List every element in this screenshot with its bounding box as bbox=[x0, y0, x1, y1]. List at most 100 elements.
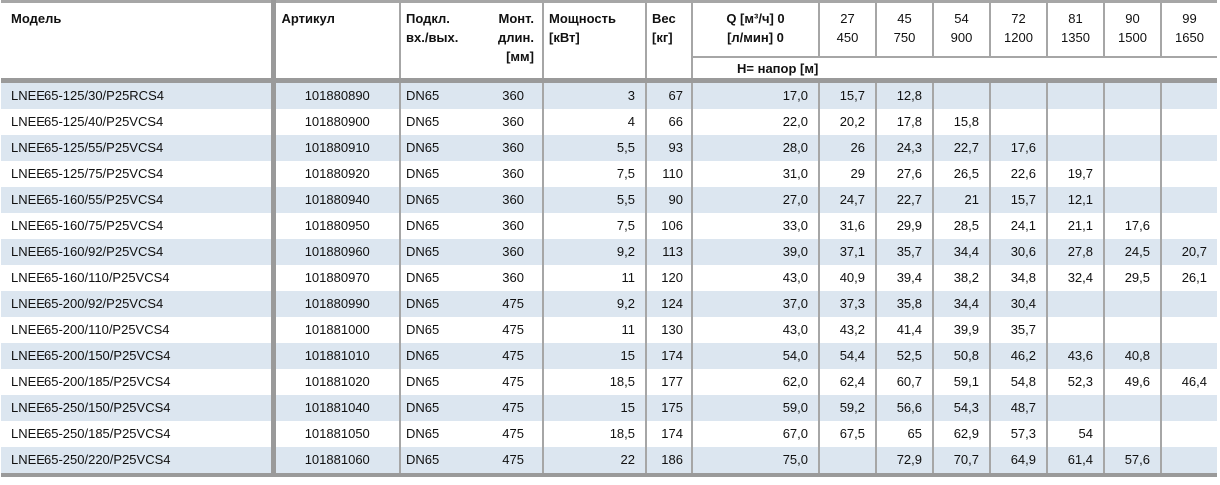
head-cell-45: 52,5 bbox=[876, 342, 934, 369]
model-cell: LNEE65-160/92/P25VCS4 bbox=[1, 238, 276, 265]
head-cell-90 bbox=[1104, 108, 1162, 135]
head-cell-72: 30,4 bbox=[990, 290, 1048, 317]
head-row-label: Н= напор [м] bbox=[692, 56, 1217, 83]
head-cell-81: 43,6 bbox=[1047, 342, 1105, 369]
model-series: LNEE bbox=[11, 218, 45, 233]
head-cell-27: 37,1 bbox=[819, 238, 877, 265]
col-header-weight-line1: Вес bbox=[652, 11, 676, 26]
head-cell-q0: 17,0 bbox=[692, 80, 820, 109]
head-cell-90 bbox=[1104, 420, 1162, 447]
head-cell-27: 40,9 bbox=[819, 264, 877, 291]
head-cell-81: 54 bbox=[1047, 420, 1105, 447]
head-cell-45: 22,7 bbox=[876, 186, 934, 213]
model-series: LNEE bbox=[11, 426, 45, 441]
model-series: LNEE bbox=[11, 244, 45, 259]
flow-m3h: 99 bbox=[1182, 11, 1197, 26]
model-series: LNEE bbox=[11, 296, 45, 311]
head-cell-99 bbox=[1161, 134, 1217, 161]
col-header-article: Артикул bbox=[273, 1, 401, 83]
table-row: LNEE65-200/150/P25VCS4 101881010 DN65 47… bbox=[1, 342, 1217, 369]
head-cell-45: 65 bbox=[876, 420, 934, 447]
head-cell-81: 21,1 bbox=[1047, 212, 1105, 239]
head-cell-27: 31,6 bbox=[819, 212, 877, 239]
article-cell: 101880940 bbox=[273, 186, 401, 213]
power-cell: 9,2 bbox=[543, 238, 647, 265]
article-cell: 101881040 bbox=[273, 394, 401, 421]
header-row-head: Н= напор [м] bbox=[1, 56, 1217, 83]
table-row: LNEE65-160/92/P25VCS4 101880960 DN65 360… bbox=[1, 238, 1217, 265]
head-cell-81 bbox=[1047, 134, 1105, 161]
mount-length-cell: 475 bbox=[491, 446, 544, 477]
head-cell-q0: 28,0 bbox=[692, 134, 820, 161]
head-cell-81 bbox=[1047, 80, 1105, 109]
connection-cell: DN65 bbox=[400, 186, 491, 213]
mount-length-cell: 475 bbox=[491, 316, 544, 343]
connection-cell: DN65 bbox=[400, 368, 491, 395]
col-header-connection: Подкл. вх./вых. bbox=[400, 1, 491, 83]
col-header-connection-line1: Подкл. bbox=[406, 11, 450, 26]
weight-cell: 177 bbox=[646, 368, 693, 395]
connection-cell: DN65 bbox=[400, 316, 491, 343]
col-header-flow-90: 90 1500 bbox=[1104, 1, 1162, 58]
head-cell-81 bbox=[1047, 316, 1105, 343]
col-header-flow-q0: Q [м³/ч] 0 [л/мин] 0 bbox=[692, 1, 820, 58]
head-cell-90: 49,6 bbox=[1104, 368, 1162, 395]
head-cell-45: 27,6 bbox=[876, 160, 934, 187]
article-cell: 101881000 bbox=[273, 316, 401, 343]
mount-length-cell: 475 bbox=[491, 420, 544, 447]
weight-cell: 90 bbox=[646, 186, 693, 213]
model-series: LNEE bbox=[11, 166, 45, 181]
table-row: LNEE65-160/110/P25VCS4 101880970 DN65 36… bbox=[1, 264, 1217, 291]
head-cell-q0: 59,0 bbox=[692, 394, 820, 421]
weight-cell: 93 bbox=[646, 134, 693, 161]
col-header-weight-line2: [кг] bbox=[652, 30, 673, 45]
head-cell-54: 59,1 bbox=[933, 368, 991, 395]
table-row: LNEE65-125/30/P25RCS4 101880890 DN65 360… bbox=[1, 80, 1217, 109]
connection-cell: DN65 bbox=[400, 342, 491, 369]
model-cell: LNEE65-200/185/P25VCS4 bbox=[1, 368, 276, 395]
head-cell-45: 12,8 bbox=[876, 80, 934, 109]
model-spec: 65-160/92/P25VCS4 bbox=[44, 244, 164, 259]
head-cell-90 bbox=[1104, 316, 1162, 343]
mount-length-cell: 475 bbox=[491, 290, 544, 317]
col-header-mount-length: Монт. длин. [мм] bbox=[491, 1, 544, 83]
connection-cell: DN65 bbox=[400, 212, 491, 239]
head-cell-45: 24,3 bbox=[876, 134, 934, 161]
col-header-mount-line1: Монт. bbox=[498, 11, 534, 26]
model-spec: 65-160/110/P25VCS4 bbox=[44, 270, 170, 285]
head-cell-72: 34,8 bbox=[990, 264, 1048, 291]
head-cell-27 bbox=[819, 446, 877, 477]
mount-length-cell: 360 bbox=[491, 134, 544, 161]
weight-cell: 120 bbox=[646, 264, 693, 291]
model-spec: 65-160/75/P25VCS4 bbox=[44, 218, 164, 233]
mount-length-cell: 475 bbox=[491, 342, 544, 369]
head-cell-99: 46,4 bbox=[1161, 368, 1217, 395]
flow-lmin: 1200 bbox=[1004, 30, 1033, 45]
flow-m3h: 90 bbox=[1125, 11, 1140, 26]
model-spec: 65-125/55/P25VCS4 bbox=[44, 140, 164, 155]
model-series: LNEE bbox=[11, 88, 45, 103]
article-cell: 101881020 bbox=[273, 368, 401, 395]
table-row: LNEE65-200/185/P25VCS4 101881020 DN65 47… bbox=[1, 368, 1217, 395]
article-cell: 101881010 bbox=[273, 342, 401, 369]
head-cell-45: 35,8 bbox=[876, 290, 934, 317]
head-cell-72: 48,7 bbox=[990, 394, 1048, 421]
mount-length-cell: 360 bbox=[491, 80, 544, 109]
flow-lmin: 900 bbox=[950, 30, 973, 45]
model-series: LNEE bbox=[11, 192, 45, 207]
table-row: LNEE65-250/185/P25VCS4 101881050 DN65 47… bbox=[1, 420, 1217, 447]
article-cell: 101880920 bbox=[273, 160, 401, 187]
mount-length-cell: 360 bbox=[491, 238, 544, 265]
connection-cell: DN65 bbox=[400, 160, 491, 187]
head-cell-45: 56,6 bbox=[876, 394, 934, 421]
head-cell-99: 20,7 bbox=[1161, 238, 1217, 265]
head-cell-27: 43,2 bbox=[819, 316, 877, 343]
mount-length-cell: 360 bbox=[491, 186, 544, 213]
col-header-flow-27: 27 450 bbox=[819, 1, 877, 58]
head-cell-90 bbox=[1104, 290, 1162, 317]
head-cell-27: 26 bbox=[819, 134, 877, 161]
flow-lmin: 1500 bbox=[1118, 30, 1147, 45]
power-cell: 18,5 bbox=[543, 368, 647, 395]
power-cell: 3 bbox=[543, 80, 647, 109]
